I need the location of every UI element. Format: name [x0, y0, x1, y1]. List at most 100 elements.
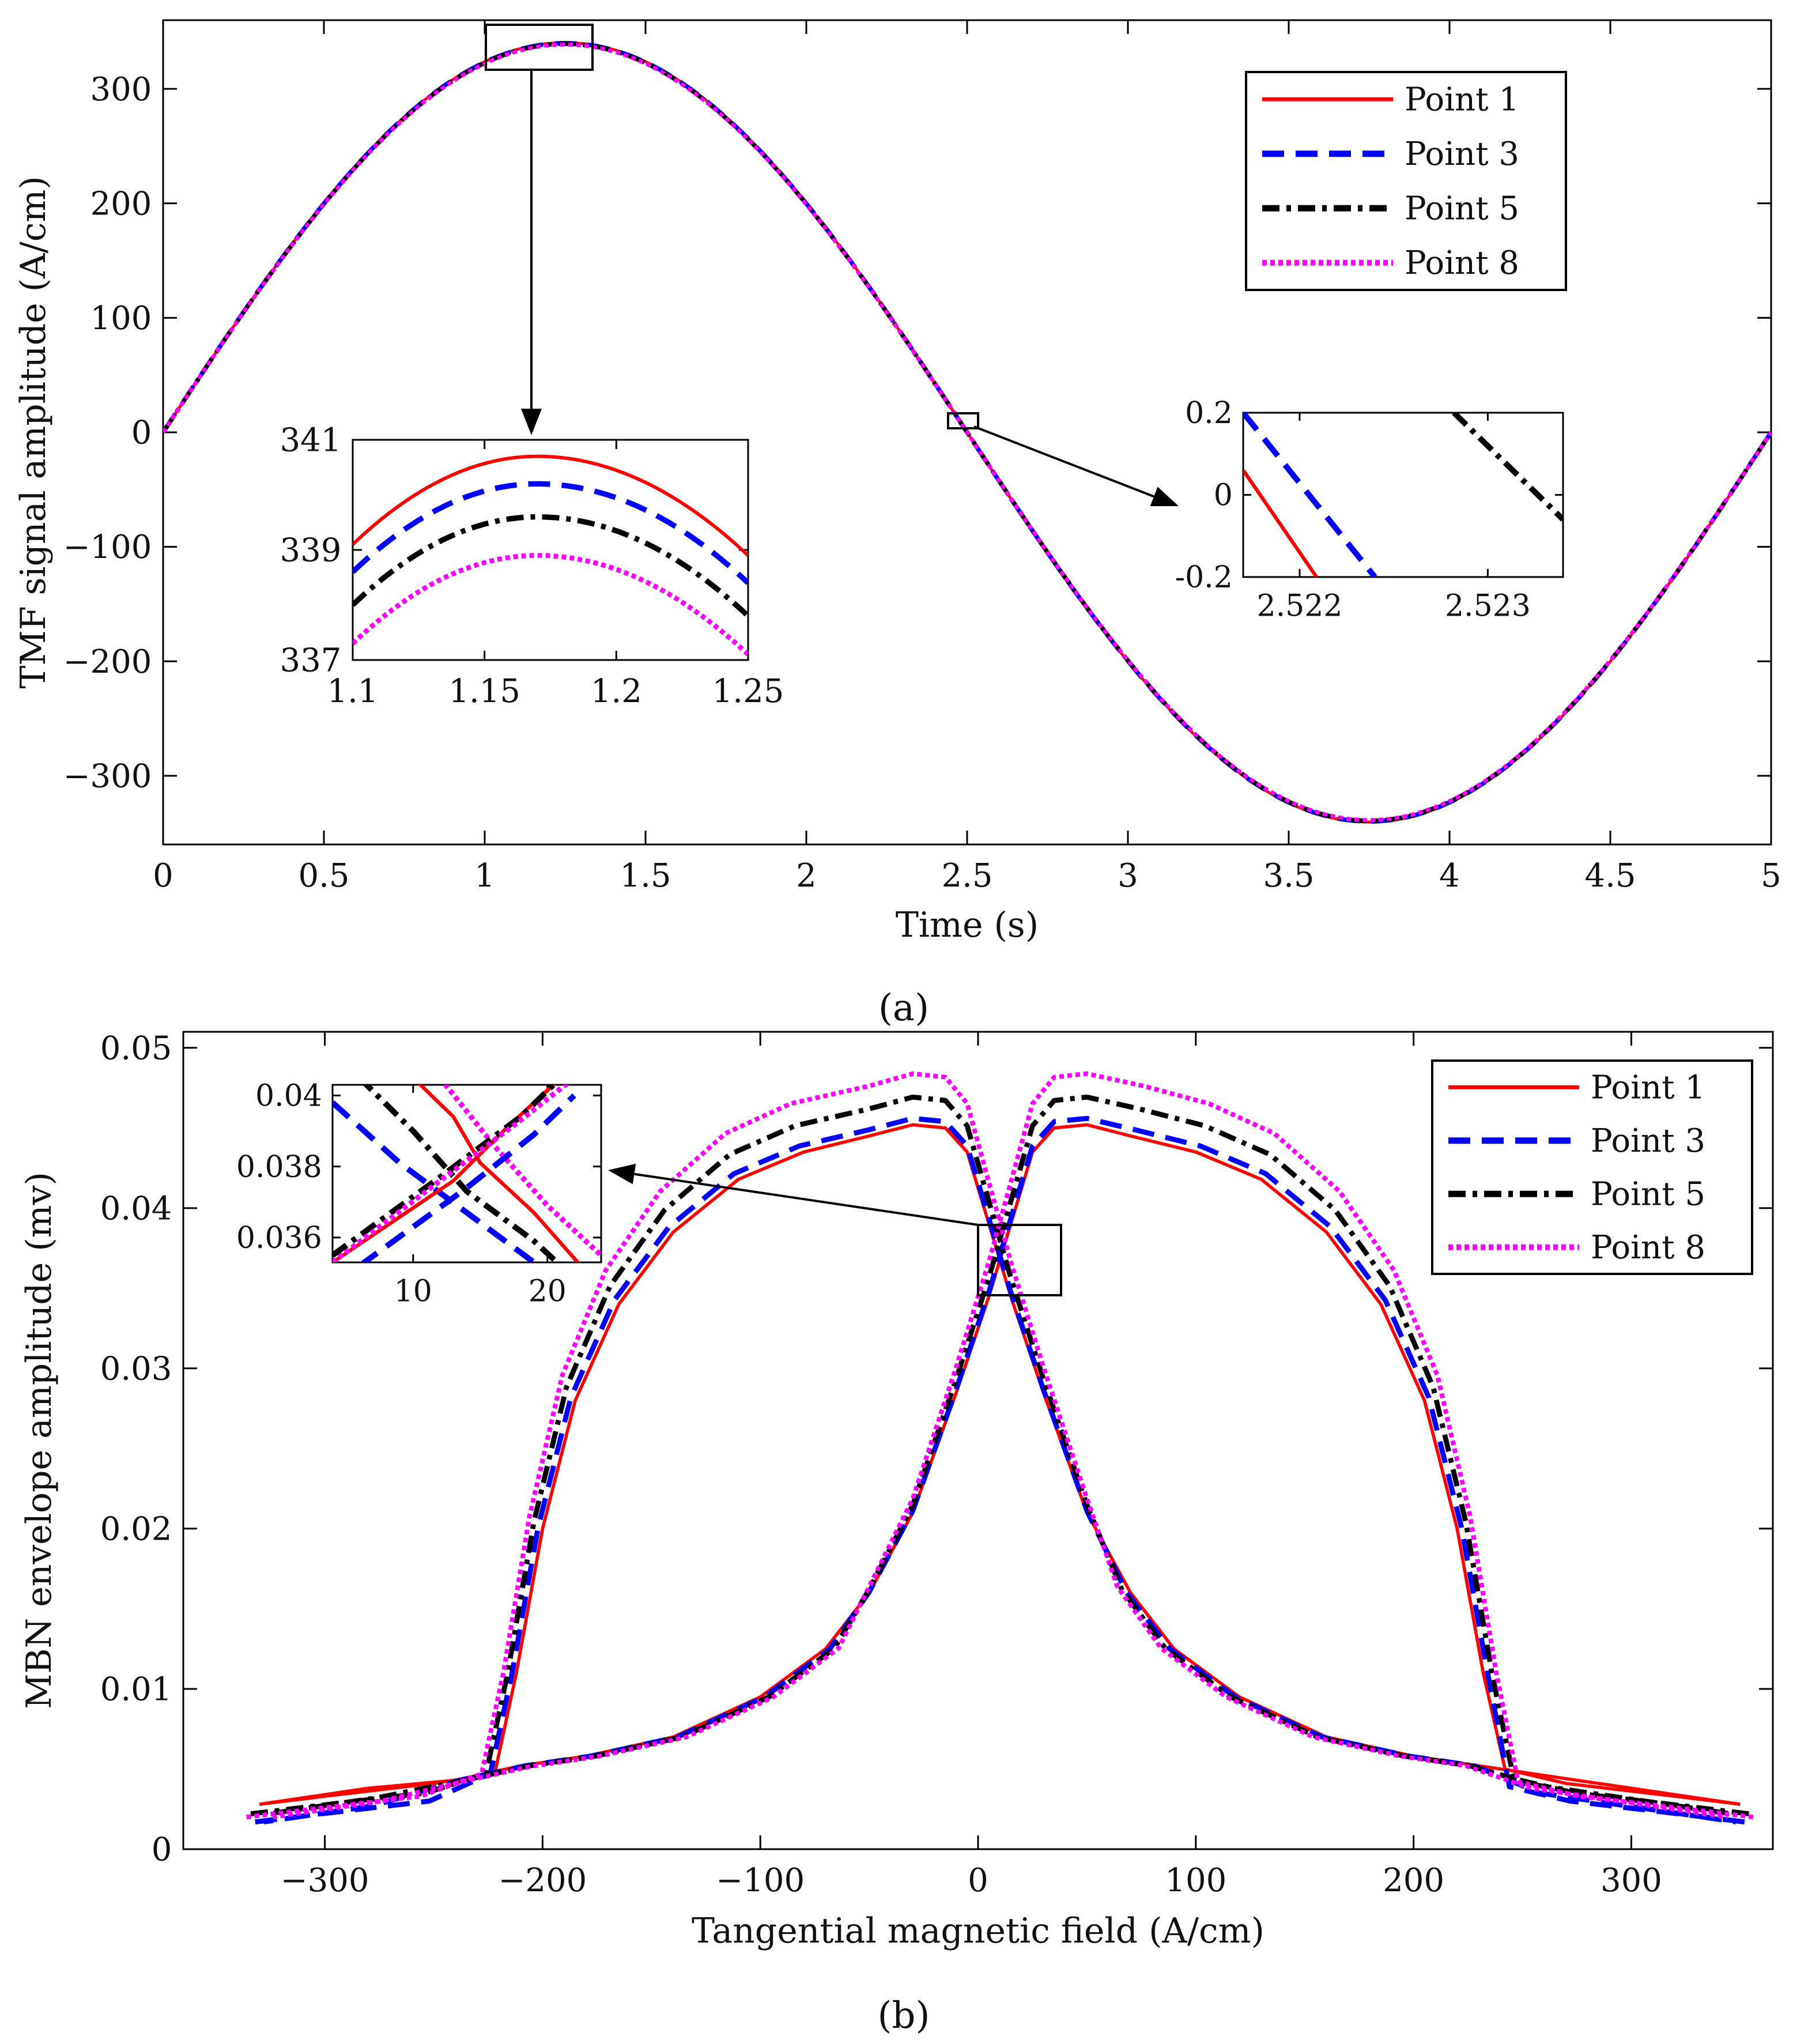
panel-a-inset-peak: 1.1 1.15 1.2 1.25 337 339 341 [280, 422, 784, 710]
panel-a-inset-peak-x-tick-label: 1.1 [327, 673, 378, 710]
panel-a-inset-peak-curve-point-3 [353, 481, 748, 585]
panel-b-inset: 10 20 0.036 0.038 0.04 [236, 1079, 602, 1309]
panel-a-inset-zero-lines [1243, 413, 1563, 577]
panel-b-arrow [608, 1163, 979, 1226]
panel-b-inset-curve-point-5-descending [362, 1085, 561, 1262]
panel-b-inset-ticks: 10 20 0.036 0.038 0.04 [236, 1079, 601, 1309]
panel-a-zoom-box-zero [947, 412, 979, 429]
panel-a-x-tick-label: 2 [796, 857, 817, 895]
panel-a-y-tick-label: −100 [63, 529, 152, 566]
panel-a-x-tick-label: 4 [1439, 857, 1460, 895]
panel-a-arrow-zero-head [1150, 487, 1179, 507]
panel-b-ticks: −300 −200 −100 0 100 200 300 0 0.01 0.02 0.03 0.04 0… [100, 1029, 1773, 1899]
panel-a-legend-label-point-1: Point 1 [1405, 81, 1519, 118]
panel-b: −300 −200 −100 0 100 200 300 0 0.01 0.02 0.03 0.04 0… [19, 1029, 1774, 1951]
panel-a-legend-label-point-3: Point 3 [1405, 135, 1519, 173]
panel-a-inset-peak-x-tick-label: 1.25 [712, 673, 784, 710]
panel-b-inset-x-tick-label: 10 [394, 1274, 432, 1309]
panel-b-inset-y-tick-label: 0.036 [236, 1221, 322, 1255]
panel-b-x-tick-label: −300 [281, 1862, 369, 1899]
panel-a-x-tick-label: 5 [1761, 857, 1781, 895]
panel-b-x-axis-title: Tangential magnetic field (A/cm) [692, 1911, 1265, 1951]
panel-b-inset-curve-point-1-descending [417, 1085, 580, 1262]
panel-b-inset-curve-point-8-ascending [333, 1085, 570, 1262]
panel-b-inset-y-tick-label: 0.04 [255, 1079, 322, 1114]
panel-b-line-point-5-desc [250, 1094, 1732, 1817]
panel-b-legend: Point 1 Point 3 Point 5 Point 8 [1431, 1059, 1753, 1275]
panel-a-x-axis-title: Time (s) [896, 905, 1039, 945]
panel-a-inset-zero-ticks: 2.522 2.523 -0.2 0 0.2 [1175, 396, 1563, 624]
panel-a-series [163, 41, 1771, 824]
panel-b-y-tick-label: 0.01 [100, 1671, 172, 1709]
panel-a-x-tick-label: 0 [153, 857, 173, 895]
panel-a-x-tick-label: 0.5 [298, 857, 349, 895]
panel-a-inset-zero-line-point-1 [1243, 469, 1318, 577]
panel-b-legend-label-point-1: Point 1 [1591, 1069, 1705, 1106]
panel-a-y-axis-title: TMF signal amplitude (A/cm) [13, 176, 54, 688]
panel-b-inset-curve-point-8-descending [442, 1085, 601, 1258]
panel-b-line-point-8-desc [246, 1071, 1728, 1820]
panel-a-legend: Point 1 Point 3 Point 5 Point 8 [1245, 71, 1567, 291]
panel-a-y-tick-label: 200 [90, 185, 152, 222]
panel-a-inset-peak-x-tick-label: 1.2 [591, 673, 642, 710]
panel-b-y-tick-label: 0.05 [100, 1029, 172, 1067]
panel-b-line-point-8-asc [272, 1071, 1754, 1820]
panel-a-x-tick-label: 1 [474, 857, 495, 895]
panel-a-inset-zero-x-tick-label: 2.522 [1257, 589, 1343, 624]
panel-a-inset-peak-y-tick-label: 339 [280, 532, 342, 570]
panel-a-x-tick-label: 4.5 [1584, 857, 1636, 895]
panel-b-inset-curve-point-5-ascending [333, 1085, 558, 1258]
panel-b-y-axis-title: MBN envelope amplitude (mv) [19, 1172, 59, 1709]
panel-b-zoom-box [977, 1224, 1062, 1296]
panel-a-inset-zero-line-point-5 [1452, 413, 1563, 522]
panel-a-y-tick-label: −300 [63, 757, 152, 795]
panel-b-label: (b) [878, 1994, 930, 2037]
panel-b-x-tick-label: 0 [968, 1862, 988, 1899]
panel-a-inset-zero-y-tick-label: 0.2 [1185, 396, 1233, 431]
panel-a-inset-peak-curves [353, 454, 748, 657]
panel-a-legend-box [1245, 71, 1567, 291]
panel-a-x-tick-label: 2.5 [941, 857, 992, 895]
panel-a-arrow-peak-head [521, 409, 542, 435]
panel-a-y-tick-label: −200 [63, 643, 152, 681]
panel-b-series [246, 1071, 1754, 1825]
panel-a-y-tick-label: 0 [131, 414, 152, 452]
panel-a-inset-zero-y-tick-label: 0 [1214, 478, 1233, 513]
panel-b-y-tick-label: 0.02 [100, 1511, 172, 1548]
panel-a-arrow-zero [973, 425, 1179, 507]
panel-a-x-tick-label: 1.5 [620, 857, 671, 895]
panel-b-x-tick-label: 200 [1383, 1862, 1444, 1899]
panel-b-x-tick-label: −100 [716, 1862, 805, 1899]
panel-a-inset-peak-curve-point-8 [353, 553, 748, 657]
panel-a-arrow-peak [521, 70, 542, 435]
panel-a-line-point-8 [163, 42, 1771, 823]
panel-b-x-tick-label: 100 [1165, 1862, 1226, 1899]
panel-a-inset-zero-x-tick-label: 2.523 [1445, 589, 1531, 624]
panel-a-legend-label-point-8: Point 8 [1405, 244, 1519, 282]
panel-b-inset-y-tick-label: 0.038 [236, 1150, 322, 1185]
panel-b-legend-label-point-3: Point 3 [1591, 1122, 1705, 1160]
panel-b-y-tick-label: 0 [152, 1831, 172, 1869]
panel-b-y-tick-label: 0.04 [100, 1190, 172, 1227]
panel-b-inset-area [331, 1084, 602, 1264]
panel-b-inset-curves [333, 1085, 601, 1262]
panel-a-y-tick-label: 100 [90, 300, 152, 337]
panel-b-arrow-head [608, 1163, 636, 1185]
panel-b-line-point-3-asc [263, 1115, 1745, 1825]
panel-a-inset-peak-y-tick-label: 337 [280, 642, 342, 680]
panel-a: 0 0.5 1 1.5 2 2.5 3 3.5 4 4.5 5 −300 −200 −100 0 100 200… [13, 19, 1781, 945]
panel-a-inset-peak-x-tick-label: 1.15 [448, 673, 520, 710]
panel-a-x-tick-label: 3 [1118, 857, 1138, 895]
panel-a-inset-peak-curve-point-5 [353, 514, 748, 619]
panel-b-y-tick-label: 0.03 [100, 1350, 172, 1387]
panel-b-legend-label-point-5: Point 5 [1591, 1175, 1705, 1213]
panel-b-line-point-3-desc [255, 1115, 1737, 1825]
panel-b-inset-curve-point-3-descending [333, 1100, 536, 1262]
panel-a-inset-peak-curve-point-1 [353, 454, 748, 557]
panel-b-legend-box [1431, 1059, 1753, 1275]
panel-a-zoom-box-peak [485, 24, 594, 71]
panel-b-arrow-shaft [634, 1172, 979, 1226]
panel-b-x-tick-label: 300 [1601, 1862, 1662, 1899]
panel-a-inset-peak-y-tick-label: 341 [280, 422, 342, 459]
